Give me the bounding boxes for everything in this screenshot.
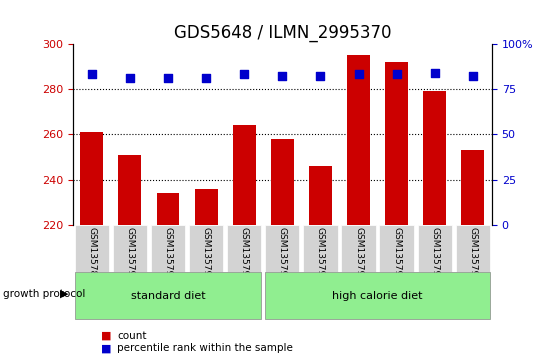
Bar [461, 150, 484, 225]
Text: ▶: ▶ [60, 289, 69, 299]
Point [163, 75, 172, 81]
FancyBboxPatch shape [151, 225, 185, 272]
Text: percentile rank within the sample: percentile rank within the sample [117, 343, 293, 354]
Point [87, 72, 96, 77]
Bar [119, 155, 141, 225]
Bar [385, 62, 408, 225]
Bar [233, 125, 255, 225]
Point [354, 72, 363, 77]
FancyBboxPatch shape [303, 225, 338, 272]
FancyBboxPatch shape [113, 225, 147, 272]
Title: GDS5648 / ILMN_2995370: GDS5648 / ILMN_2995370 [173, 24, 391, 42]
Text: ■: ■ [101, 331, 111, 341]
Text: GSM1357909: GSM1357909 [468, 227, 477, 288]
Bar [80, 132, 103, 225]
FancyBboxPatch shape [342, 225, 376, 272]
FancyBboxPatch shape [265, 272, 490, 319]
Bar [271, 139, 293, 225]
Text: GSM1357901: GSM1357901 [163, 227, 173, 288]
FancyBboxPatch shape [74, 272, 262, 319]
Point [316, 73, 325, 79]
Text: GSM1357905: GSM1357905 [316, 227, 325, 288]
FancyBboxPatch shape [227, 225, 262, 272]
Point [240, 72, 249, 77]
Point [278, 73, 287, 79]
FancyBboxPatch shape [74, 225, 109, 272]
Point [202, 75, 211, 81]
Text: high calorie diet: high calorie diet [333, 291, 423, 301]
Text: count: count [117, 331, 147, 341]
Text: standard diet: standard diet [131, 291, 205, 301]
Text: GSM1357899: GSM1357899 [87, 227, 96, 288]
Point [125, 75, 134, 81]
Text: GSM1357902: GSM1357902 [202, 227, 211, 288]
Point [392, 72, 401, 77]
Bar [347, 55, 370, 225]
Text: GSM1357908: GSM1357908 [430, 227, 439, 288]
FancyBboxPatch shape [418, 225, 452, 272]
Bar [157, 193, 179, 225]
Bar [309, 166, 332, 225]
Text: GSM1357907: GSM1357907 [392, 227, 401, 288]
Text: GSM1357906: GSM1357906 [354, 227, 363, 288]
FancyBboxPatch shape [380, 225, 414, 272]
Point [430, 70, 439, 76]
Text: growth protocol: growth protocol [3, 289, 85, 299]
FancyBboxPatch shape [189, 225, 223, 272]
Bar [423, 91, 446, 225]
Text: GSM1357900: GSM1357900 [125, 227, 134, 288]
FancyBboxPatch shape [456, 225, 490, 272]
Text: ■: ■ [101, 343, 111, 354]
Point [468, 73, 477, 79]
Bar [195, 189, 217, 225]
Text: GSM1357904: GSM1357904 [278, 227, 287, 288]
FancyBboxPatch shape [265, 225, 300, 272]
Text: GSM1357903: GSM1357903 [240, 227, 249, 288]
